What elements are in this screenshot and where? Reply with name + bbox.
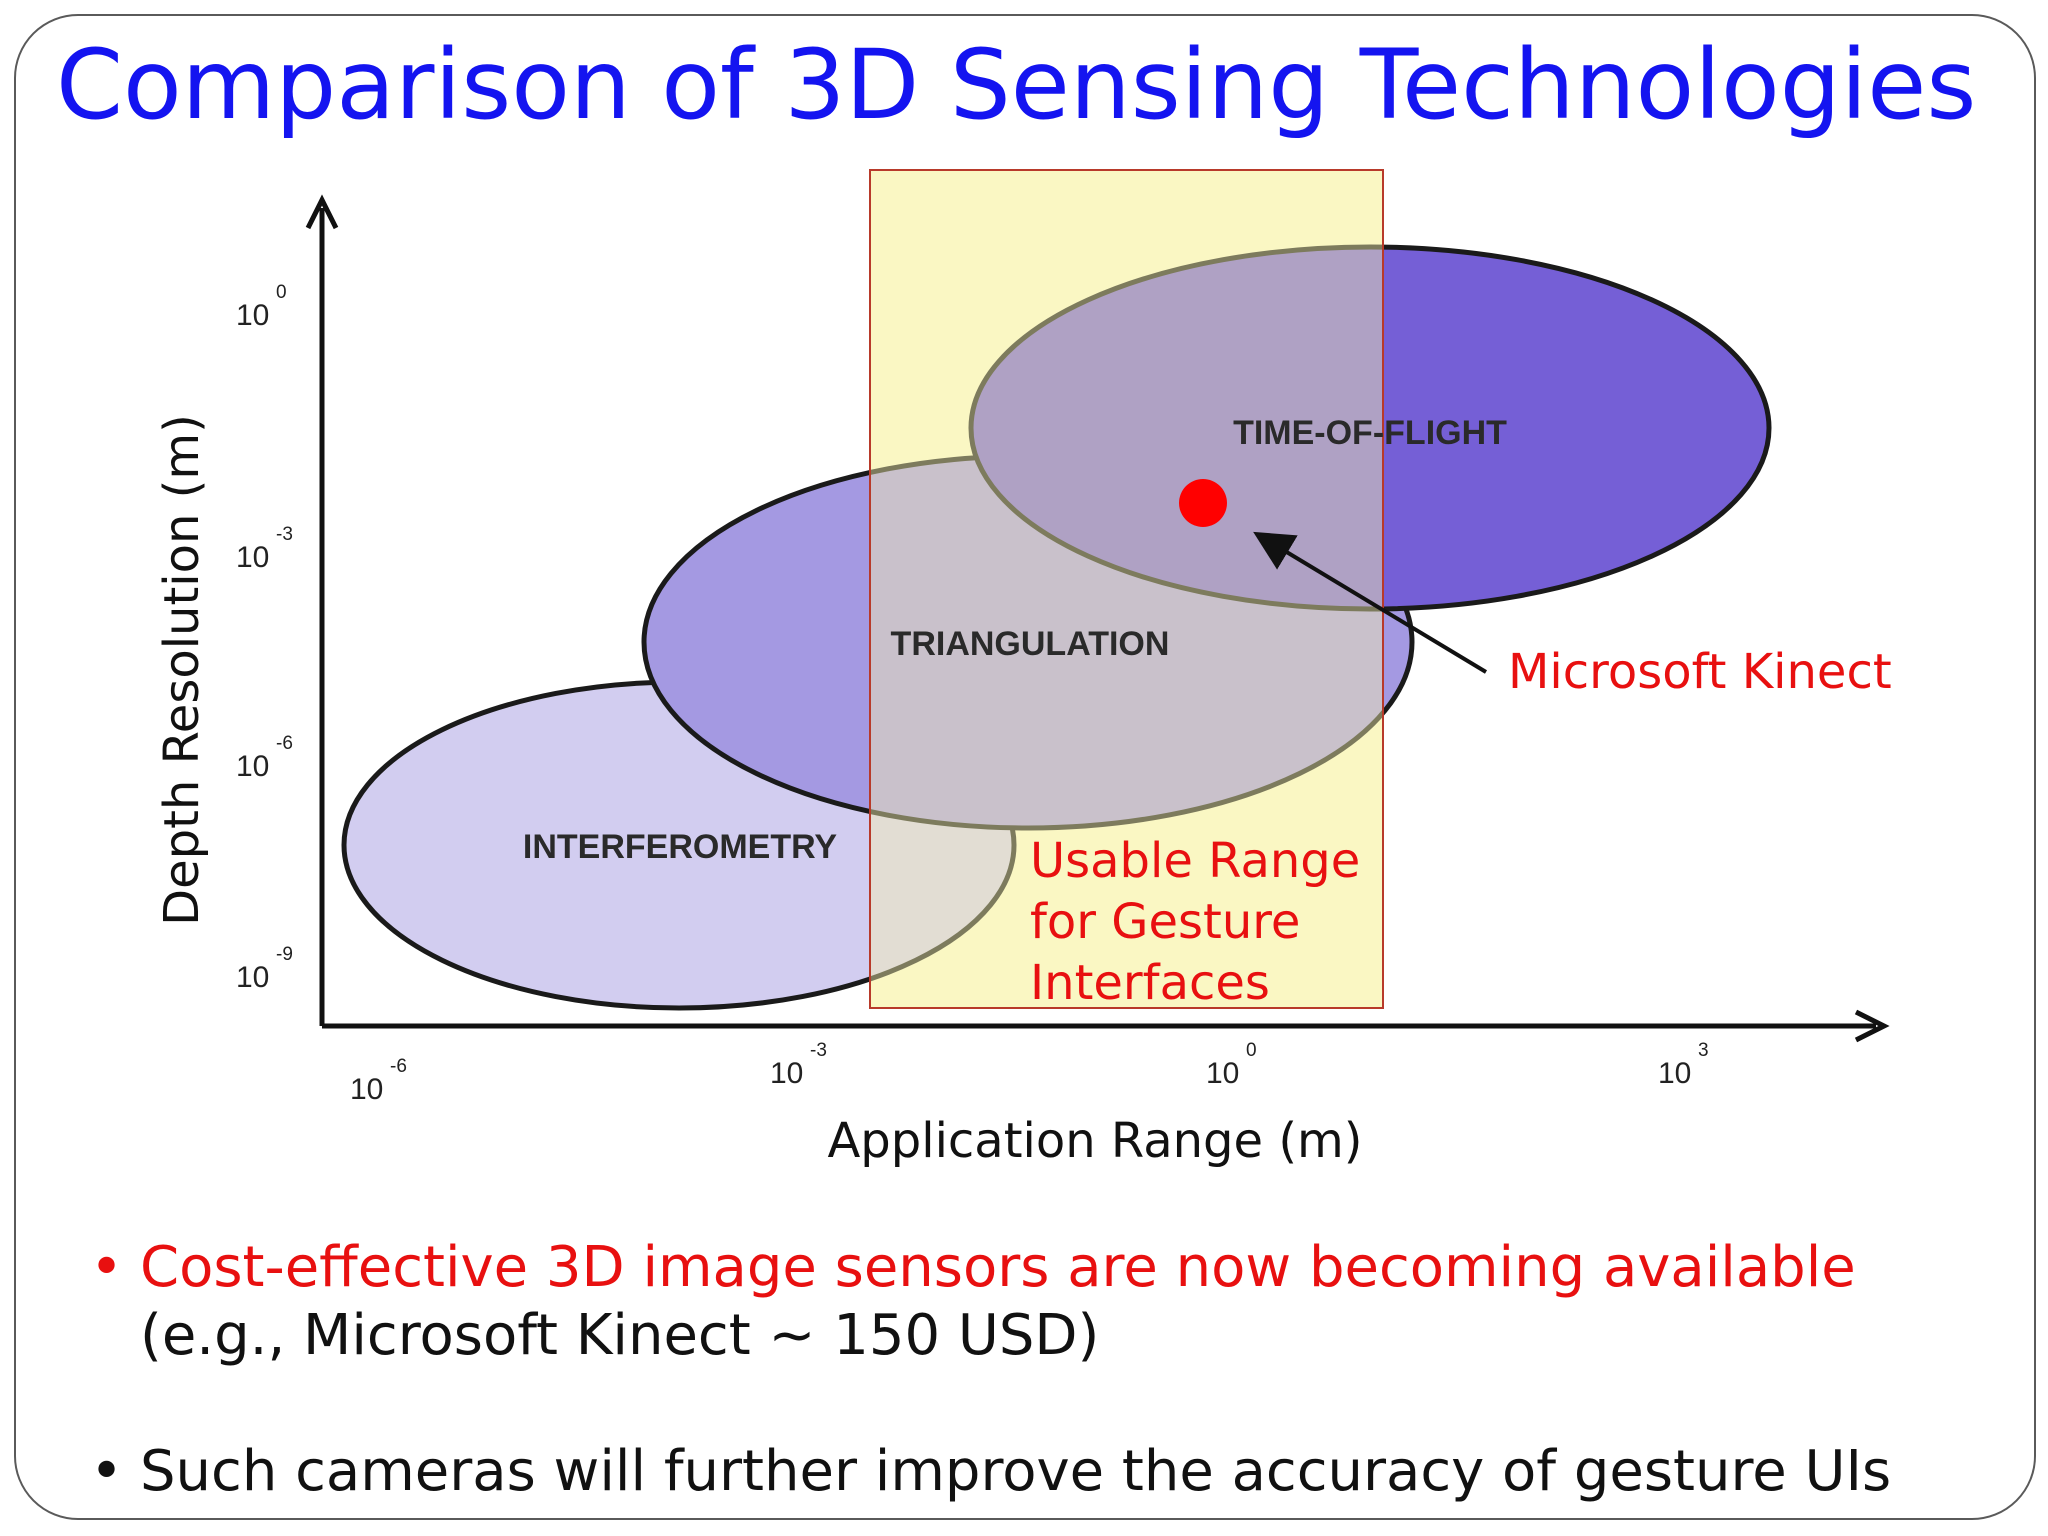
region-label-triangulation: TRIANGULATION xyxy=(891,625,1170,663)
x-tick-base: 10 xyxy=(350,1073,383,1106)
bullet-subtext: (e.g., Microsoft Kinect ~ 150 USD) xyxy=(140,1303,1100,1368)
bullet-text: Cost-effective 3D image sensors are now … xyxy=(140,1235,1856,1300)
x-axis-label: Application Range (m) xyxy=(827,1113,1362,1169)
bullet-list: • Cost-effective 3D image sensors are no… xyxy=(80,1234,1980,1506)
y-axis-label: Depth Resolution (m) xyxy=(154,414,210,926)
y-axis-arrow-icon xyxy=(305,194,339,230)
x-tick-base: 10 xyxy=(770,1057,803,1090)
time-of-flight-region xyxy=(968,244,1772,612)
usable-range-label-line: Interfaces xyxy=(1030,955,1270,1011)
bullet-item: • Such cameras will further improve the … xyxy=(80,1438,1980,1506)
y-tick-exponent: -3 xyxy=(276,524,293,545)
y-tick-base: 10 xyxy=(236,961,269,994)
kinect-label: Microsoft Kinect xyxy=(1508,644,1892,700)
bullet-text: Such cameras will further improve the ac… xyxy=(140,1439,1892,1504)
region-label-interferometry: INTERFEROMETRY xyxy=(523,828,838,866)
y-tick-base: 10 xyxy=(236,299,269,332)
y-tick-exponent: -6 xyxy=(276,733,293,754)
x-tick-base: 10 xyxy=(1206,1057,1239,1090)
bullet-dot-icon: • xyxy=(90,1439,124,1504)
bullet-item: • Cost-effective 3D image sensors are no… xyxy=(80,1234,1980,1370)
slide-title: Comparison of 3D Sensing Technologies xyxy=(56,29,1977,141)
x-tick-exponent: -6 xyxy=(390,1056,407,1077)
kinect-marker xyxy=(1179,479,1227,527)
usable-range-label-line: Usable Range xyxy=(1030,833,1360,889)
y-tick-exponent: -9 xyxy=(276,944,293,965)
x-tick-exponent: 3 xyxy=(1698,1040,1709,1061)
y-tick-base: 10 xyxy=(236,541,269,574)
y-tick-exponent: 0 xyxy=(276,282,287,303)
x-axis-arrow-icon xyxy=(1854,1009,1890,1043)
x-tick-exponent: 0 xyxy=(1246,1040,1257,1061)
usable-range-label-line: for Gesture xyxy=(1030,894,1300,950)
x-tick-base: 10 xyxy=(1658,1057,1691,1090)
kinect-arrow xyxy=(1253,531,1488,674)
y-tick-base: 10 xyxy=(236,750,269,783)
x-tick-exponent: -3 xyxy=(810,1040,827,1061)
region-label-time-of-flight: TIME-OF-FLIGHT xyxy=(1233,414,1507,452)
usable-range-overlay xyxy=(869,169,1384,1009)
bullet-dot-icon: • xyxy=(90,1235,124,1300)
